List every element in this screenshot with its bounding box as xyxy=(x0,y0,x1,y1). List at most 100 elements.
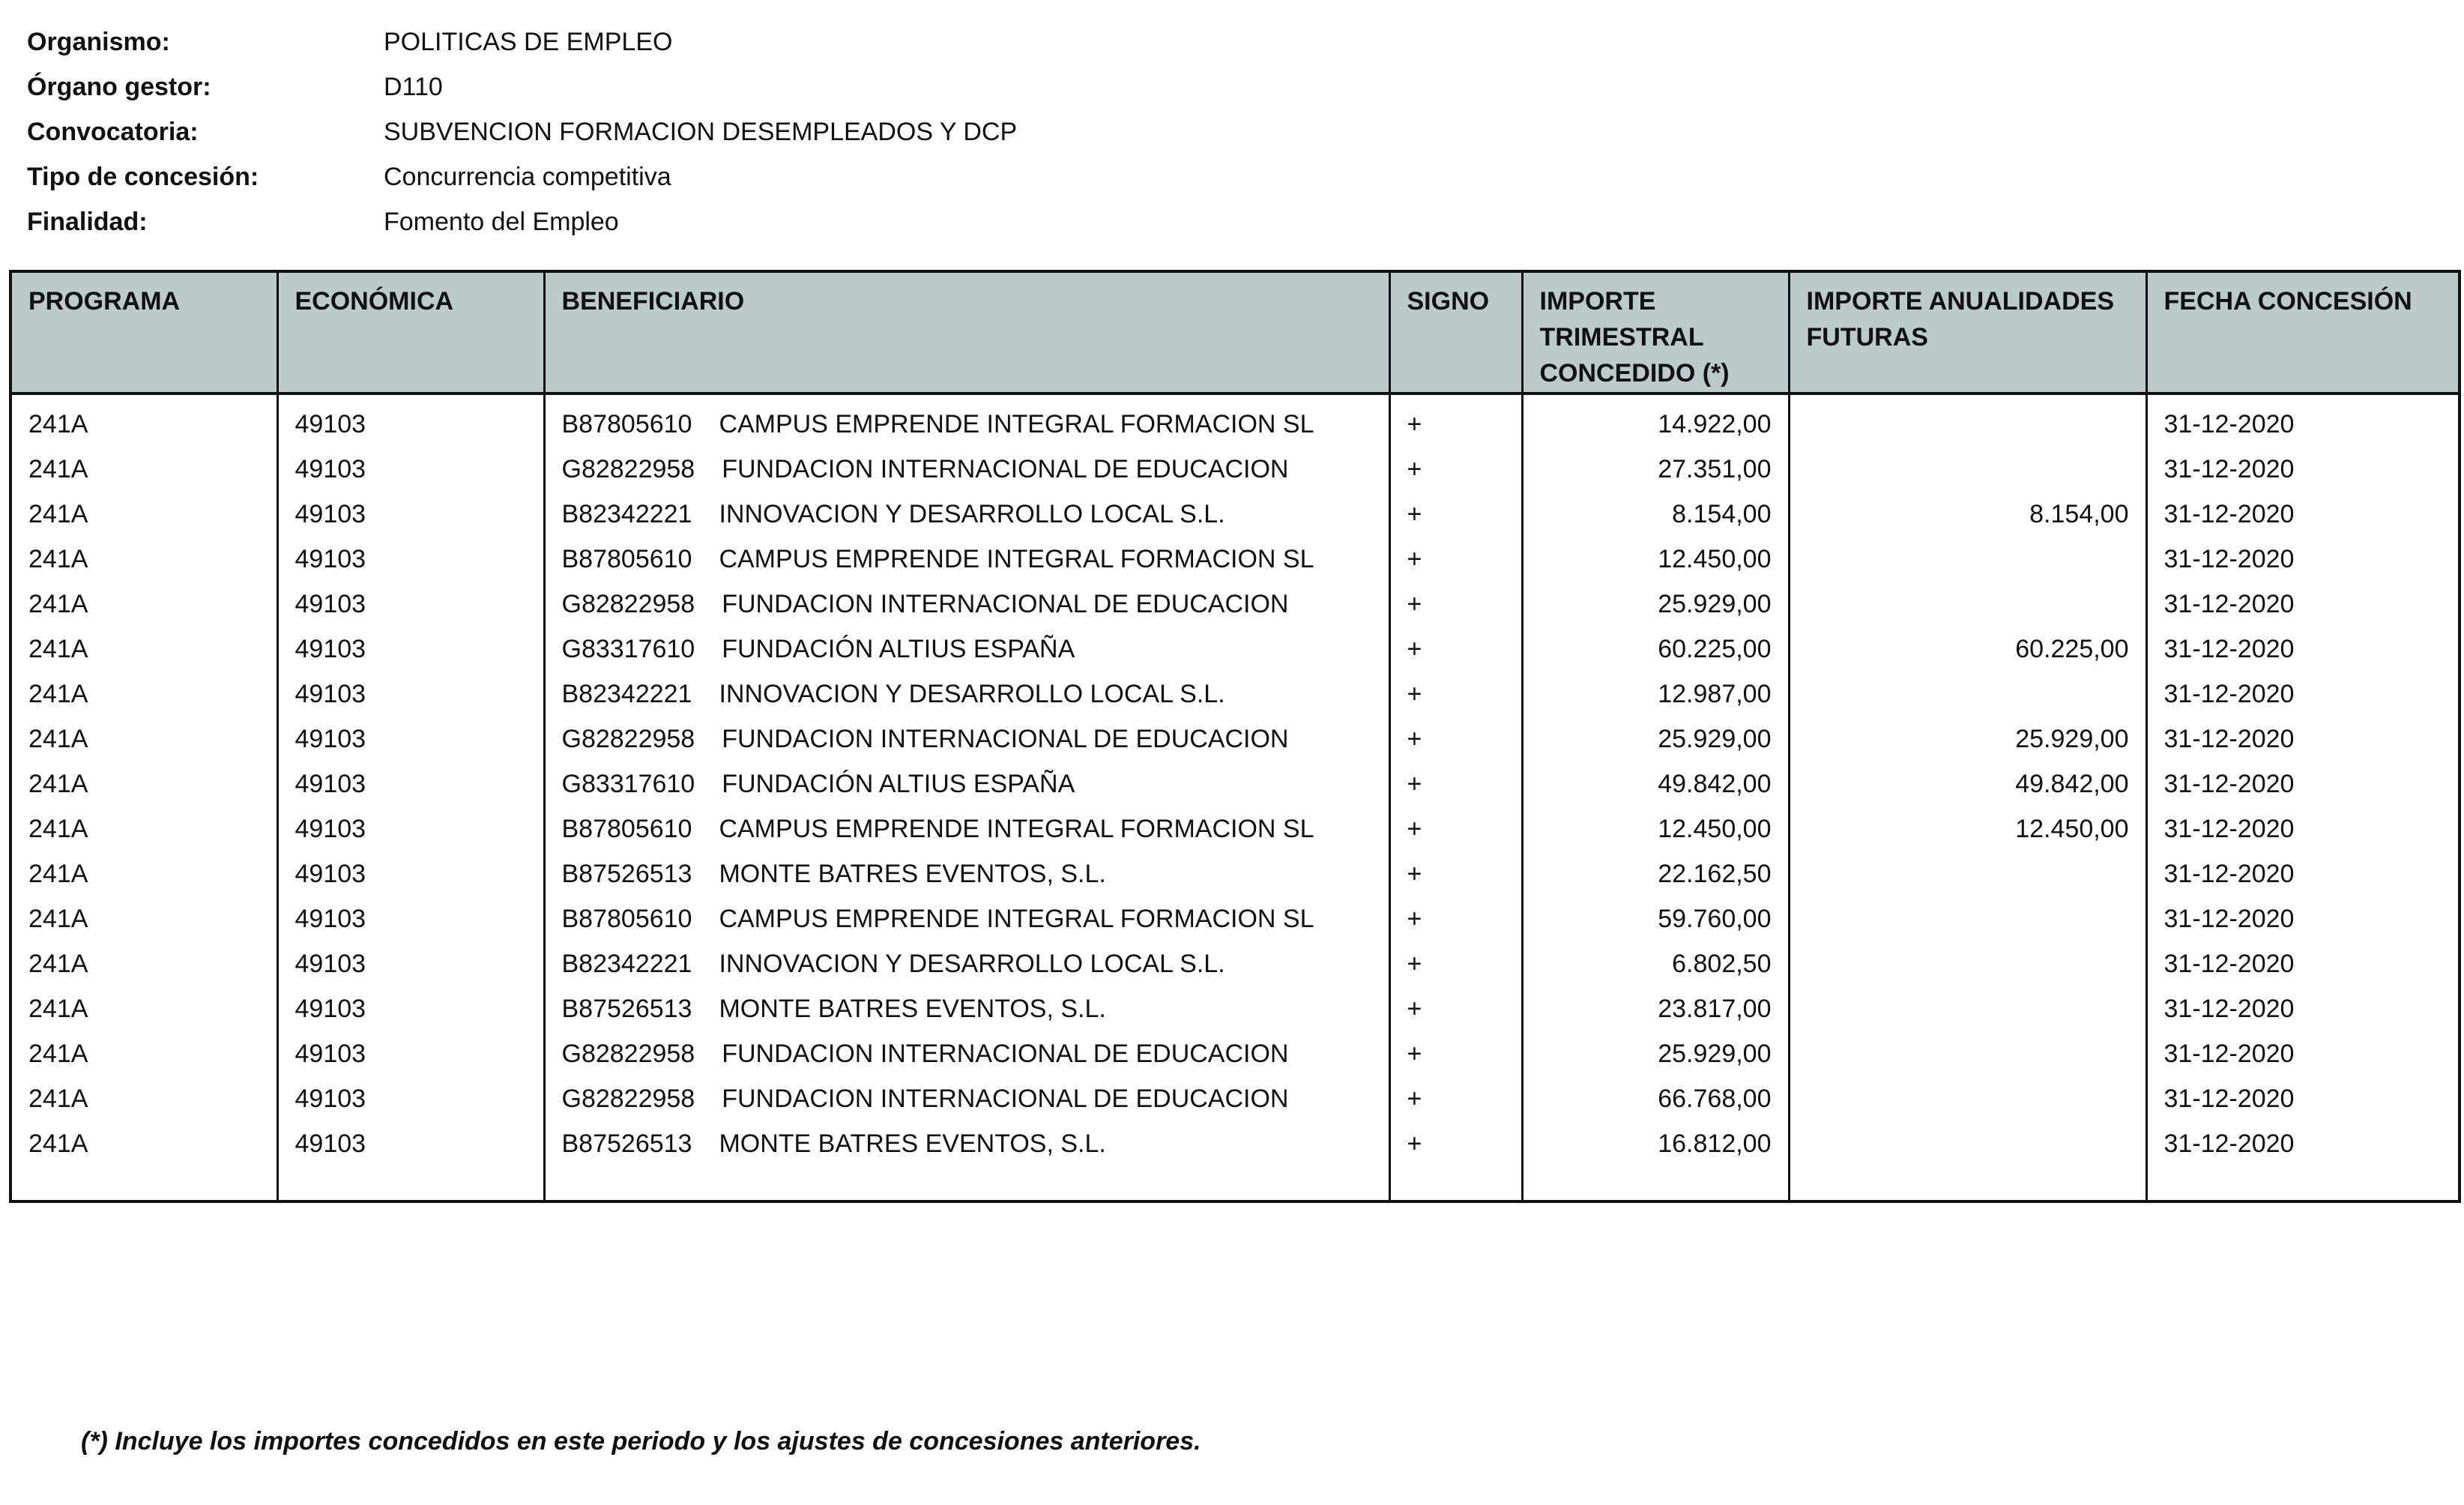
info-row: Tipo de concesión: Concurrencia competiti… xyxy=(27,154,1017,199)
cell-economica: 49103 xyxy=(276,1118,544,1201)
beneficiary-nif: B87805610 xyxy=(561,905,692,933)
table-row: 241A 49103 G82822958 FUNDACION INTERNACIONA… xyxy=(10,1073,2460,1118)
cell-fecha: 31-12-2020 xyxy=(2145,848,2460,893)
info-value: D110 xyxy=(384,72,443,101)
col-beneficiario: BENEFICIARIO xyxy=(543,271,1389,395)
beneficiary-name: MONTE BATRES EVENTOS, S.L. xyxy=(719,995,1106,1023)
beneficiary-nif: G83317610 xyxy=(561,635,695,663)
table-row: 241A 49103 B87526513 MONTE BATRES EVENTOS, … xyxy=(10,1118,2460,1201)
beneficiary-nif: B87526513 xyxy=(561,860,692,888)
cell-programa: 241A xyxy=(28,635,88,663)
cell-beneficiario: G82822958 FUNDACION INTERNACIONAL DE EDUC… xyxy=(543,1028,1389,1073)
cell-signo: + xyxy=(1388,983,1522,1028)
table-row: 241A 49103 G83317610 FUNDACIÓN ALTIUS ESPAÑ… xyxy=(10,623,2460,668)
cell-beneficiario: B82342221 INNOVACION Y DESARROLLO LOCAL S… xyxy=(543,668,1389,713)
cell-beneficiario: B87805610 CAMPUS EMPRENDE INTEGRAL FORMAC… xyxy=(543,803,1389,848)
cell-programa: 241A xyxy=(28,860,88,888)
header-info: Organismo: POLITICAS DE EMPLEO Órgano gest… xyxy=(27,19,1017,244)
beneficiary-nif: B82342221 xyxy=(561,950,692,978)
cell-beneficiario: G82822958 FUNDACION INTERNACIONAL DE EDUC… xyxy=(543,443,1389,488)
table-row: 241A 49103 B87805610 CAMPUS EMPRENDE INTEGR… xyxy=(10,393,2460,443)
cell-fecha: 31-12-2020 xyxy=(2145,983,2460,1028)
table-row: 241A 49103 B87805610 CAMPUS EMPRENDE INTEGR… xyxy=(10,803,2460,848)
info-label: Convocatoria: xyxy=(27,117,199,146)
cell-fecha: 31-12-2020 xyxy=(2145,393,2460,443)
cell-fecha: 31-12-2020 xyxy=(2145,443,2460,488)
beneficiary-name: FUNDACION INTERNACIONAL DE EDUCACION xyxy=(722,590,1289,618)
cell-importe-anualidades xyxy=(1787,848,2146,893)
cell-beneficiario: B82342221 INNOVACION Y DESARROLLO LOCAL S… xyxy=(543,488,1389,533)
cell-signo: + xyxy=(1388,533,1522,578)
beneficiary-nif: G82822958 xyxy=(561,1040,695,1068)
table-row: 241A 49103 B82342221 INNOVACION Y DESARROLL… xyxy=(10,938,2460,983)
cell-fecha: 31-12-2020 xyxy=(2145,488,2460,533)
table-row: 241A 49103 G82822958 FUNDACION INTERNACIONA… xyxy=(10,713,2460,758)
cell-fecha: 31-12-2020 xyxy=(2145,1118,2460,1201)
beneficiary-name: CAMPUS EMPRENDE INTEGRAL FORMACION SL xyxy=(719,545,1314,573)
cell-importe-trimestral: 12.987,00 xyxy=(1521,668,1789,713)
beneficiary-name: INNOVACION Y DESARROLLO LOCAL S.L. xyxy=(719,500,1225,528)
beneficiary-name: CAMPUS EMPRENDE INTEGRAL FORMACION SL xyxy=(719,815,1314,843)
col-importe-trimestral: IMPORTE TRIMESTRAL CONCEDIDO (*) xyxy=(1521,271,1789,395)
cell-beneficiario: B82342221 INNOVACION Y DESARROLLO LOCAL S… xyxy=(543,938,1389,983)
cell-signo: + xyxy=(1388,443,1522,488)
beneficiary-nif: G82822958 xyxy=(561,1085,695,1113)
cell-programa: 241A xyxy=(28,410,88,438)
cell-signo: + xyxy=(1388,938,1522,983)
cell-importe-trimestral: 25.929,00 xyxy=(1521,1028,1789,1073)
cell-importe-trimestral: 25.929,00 xyxy=(1521,578,1789,623)
cell-signo: + xyxy=(1388,578,1522,623)
beneficiary-nif: G82822958 xyxy=(561,725,695,753)
subsidy-table: PROGRAMA ECONÓMICA BENEFICIARIO SIGNO IM… xyxy=(9,270,2461,1203)
beneficiary-nif: B82342221 xyxy=(561,500,692,528)
cell-importe-trimestral: 27.351,00 xyxy=(1521,443,1789,488)
cell-importe-anualidades: 49.842,00 xyxy=(1787,758,2146,803)
cell-fecha: 31-12-2020 xyxy=(2145,578,2460,623)
cell-importe-anualidades: 8.154,00 xyxy=(1787,488,2146,533)
cell-economica: 49103 xyxy=(276,893,544,938)
cell-economica: 49103 xyxy=(276,578,544,623)
cell-signo: + xyxy=(1388,893,1522,938)
info-row: Órgano gestor: D110 xyxy=(27,64,1017,109)
cell-importe-trimestral: 49.842,00 xyxy=(1521,758,1789,803)
beneficiary-name: MONTE BATRES EVENTOS, S.L. xyxy=(719,1129,1106,1158)
beneficiary-nif: G82822958 xyxy=(561,455,695,483)
cell-importe-anualidades xyxy=(1787,443,2146,488)
cell-economica: 49103 xyxy=(276,1028,544,1073)
cell-fecha: 31-12-2020 xyxy=(2145,713,2460,758)
info-label: Órgano gestor: xyxy=(27,72,211,101)
cell-importe-trimestral: 12.450,00 xyxy=(1521,803,1789,848)
col-fecha-concesion: FECHA CONCESIÓN xyxy=(2145,271,2460,395)
table-row: 241A 49103 G82822958 FUNDACION INTERNACIONA… xyxy=(10,578,2460,623)
cell-beneficiario: G83317610 FUNDACIÓN ALTIUS ESPAÑA xyxy=(543,758,1389,803)
cell-signo: + xyxy=(1388,1073,1522,1118)
beneficiary-nif: B87805610 xyxy=(561,545,692,573)
cell-economica: 49103 xyxy=(276,533,544,578)
cell-economica: 49103 xyxy=(276,1073,544,1118)
info-label: Finalidad: xyxy=(27,207,148,236)
info-label: Tipo de concesión: xyxy=(27,162,259,191)
info-value: Fomento del Empleo xyxy=(384,207,619,236)
cell-signo: + xyxy=(1388,713,1522,758)
cell-economica: 49103 xyxy=(276,393,544,443)
cell-fecha: 31-12-2020 xyxy=(2145,758,2460,803)
cell-economica: 49103 xyxy=(276,983,544,1028)
beneficiary-name: CAMPUS EMPRENDE INTEGRAL FORMACION SL xyxy=(719,410,1314,438)
cell-importe-trimestral: 66.768,00 xyxy=(1521,1073,1789,1118)
cell-importe-anualidades: 60.225,00 xyxy=(1787,623,2146,668)
col-importe-anualidades: IMPORTE ANUALIDADES FUTURAS xyxy=(1787,271,2146,395)
cell-economica: 49103 xyxy=(276,668,544,713)
cell-fecha: 31-12-2020 xyxy=(2145,1028,2460,1073)
info-value: SUBVENCION FORMACION DESEMPLEADOS Y DCP xyxy=(384,117,1018,146)
cell-importe-anualidades xyxy=(1787,393,2146,443)
cell-importe-anualidades xyxy=(1787,578,2146,623)
table-row: 241A 49103 B87805610 CAMPUS EMPRENDE INTEGR… xyxy=(10,533,2460,578)
beneficiary-name: INNOVACION Y DESARROLLO LOCAL S.L. xyxy=(719,680,1225,708)
beneficiary-name: CAMPUS EMPRENDE INTEGRAL FORMACION SL xyxy=(719,905,1314,933)
cell-beneficiario: B87805610 CAMPUS EMPRENDE INTEGRAL FORMAC… xyxy=(543,533,1389,578)
cell-importe-anualidades xyxy=(1787,1073,2146,1118)
table-row: 241A 49103 B87805610 CAMPUS EMPRENDE INTEGR… xyxy=(10,893,2460,938)
cell-importe-trimestral: 14.922,00 xyxy=(1521,393,1789,443)
cell-importe-trimestral: 6.802,50 xyxy=(1521,938,1789,983)
table-row: 241A 49103 B82342221 INNOVACION Y DESARROLL… xyxy=(10,488,2460,533)
